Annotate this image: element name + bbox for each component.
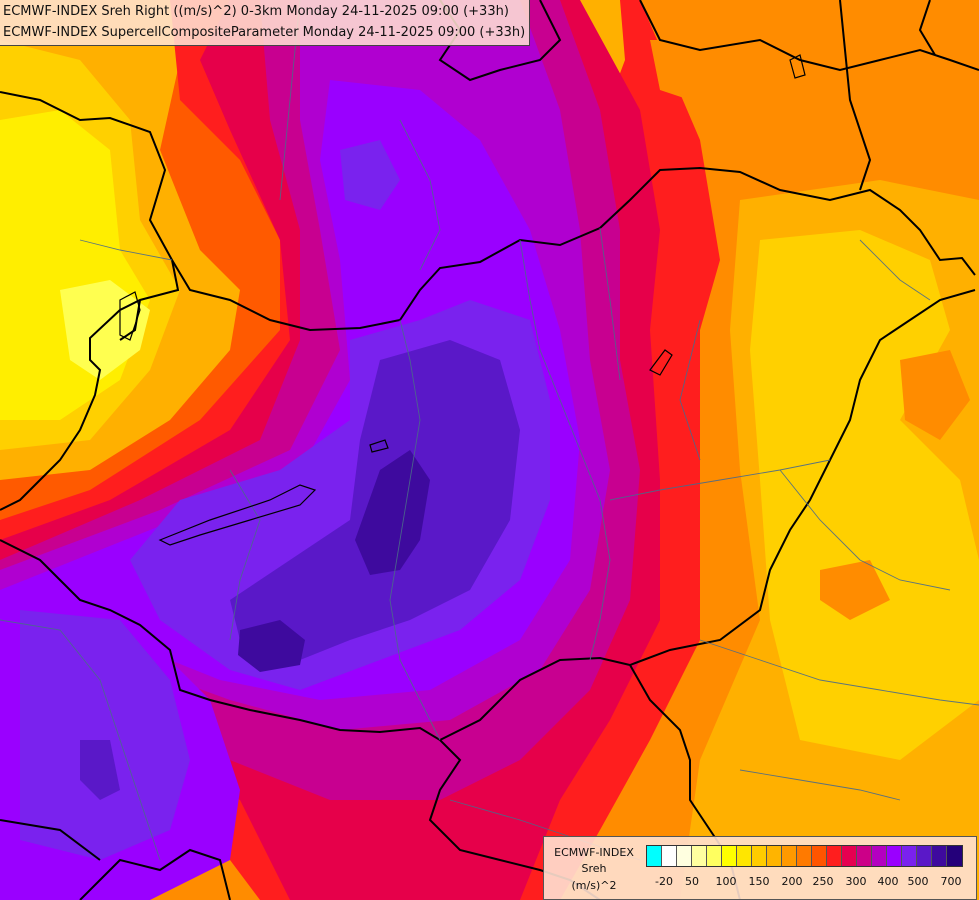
title-line-sreh: ECMWF-INDEX Sreh Right ((m/s)^2) 0-3km M… [3,4,509,19]
legend-swatch [917,846,932,866]
legend-variable: Sreh [581,862,607,875]
legend-swatch [692,846,707,866]
legend-tick-label: 50 [685,875,699,888]
legend-ticks: -20 50 100 150 200 250 300 400 500 700 [646,875,966,891]
map-title-box: ECMWF-INDEX Sreh Right ((m/s)^2) 0-3km M… [0,0,531,46]
legend-source: ECMWF-INDEX [554,846,634,859]
legend-tick-label: -20 [655,875,673,888]
legend-swatch [857,846,872,866]
legend-swatch [827,846,842,866]
lakes [119,54,806,546]
legend-swatch [722,846,737,866]
title-line-scp: ECMWF-INDEX SupercellCompositeParameter … [3,25,526,40]
legend-swatches [646,845,963,867]
legend-swatch [887,846,902,866]
legend-tick-label: 200 [781,875,803,888]
field-west-yellow-light [60,280,150,380]
legend-tick-label: 100 [715,875,737,888]
legend-swatch [812,846,827,866]
legend-swatch [932,846,947,866]
legend-swatch [647,846,662,866]
color-legend: ECMWF-INDEX Sreh (m/s)^2 -20 50 100 150 200 2… [543,836,977,900]
field-blue-violet-sw [20,610,190,860]
legend-swatch [662,846,677,866]
field-east-orange-spot [900,350,970,440]
legend-swatch [947,846,962,866]
legend-unit: (m/s)^2 [571,879,617,892]
legend-swatch [737,846,752,866]
legend-swatch [782,846,797,866]
field-deep-indigo-2 [238,620,305,672]
legend-tick-label: 150 [748,875,770,888]
field-blue-violet-nw [340,140,400,210]
legend-swatch [902,846,917,866]
legend-tick-label: 250 [812,875,834,888]
field-deep-indigo [355,450,430,575]
field-east-orange-spot2 [820,560,890,620]
field-indigo-sw [80,740,120,800]
field-orange-north-spot2 [650,40,715,100]
legend-tick-label: 500 [907,875,929,888]
legend-swatch [677,846,692,866]
legend-tick-label: 400 [877,875,899,888]
legend-swatch [842,846,857,866]
legend-swatch [872,846,887,866]
legend-swatch [797,846,812,866]
legend-swatch [707,846,722,866]
legend-swatch [752,846,767,866]
legend-tick-label: 700 [940,875,962,888]
legend-tick-label: 300 [845,875,867,888]
legend-swatch [767,846,782,866]
regional-borders [0,0,979,861]
